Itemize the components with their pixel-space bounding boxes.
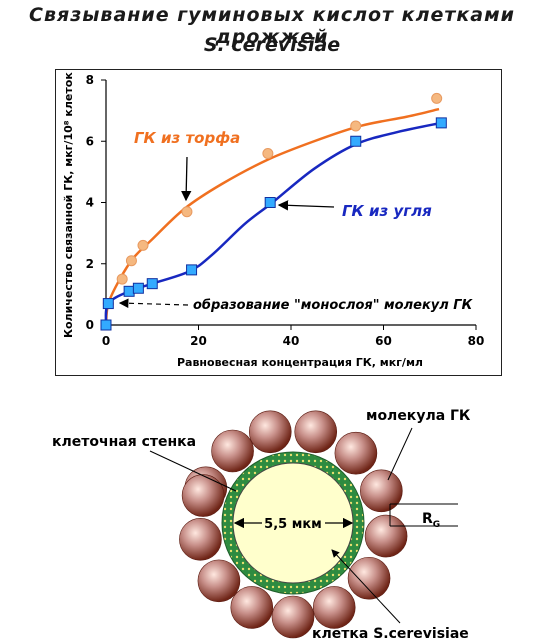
- molecule-label: молекула ГК: [366, 408, 471, 424]
- x-tick-label: 20: [190, 334, 207, 348]
- humic-acid-molecule: [312, 586, 356, 629]
- data-point-peat: [181, 206, 193, 218]
- data-point-coal: [435, 117, 447, 129]
- data-point-coal: [123, 285, 135, 297]
- data-point-peat: [125, 255, 137, 267]
- series-line-1: [104, 121, 442, 326]
- data-point-coal: [350, 135, 362, 147]
- humic-acid-molecule: [230, 586, 274, 629]
- data-point-coal: [132, 282, 144, 294]
- data-point-coal: [264, 197, 276, 208]
- cell-wall-pointer: [149, 450, 237, 492]
- cell-pointer: [331, 549, 401, 624]
- peat-label-arrow: [181, 156, 192, 202]
- y-tick-label: 2: [86, 257, 94, 271]
- cell-size-label: 5,5 мкм: [264, 517, 322, 532]
- humic-acid-molecule: [197, 559, 241, 603]
- humic-acid-molecule: [179, 518, 222, 561]
- data-point-peat: [431, 92, 443, 104]
- cell-wall-label: клеточная стенка: [52, 434, 196, 450]
- data-point-peat: [116, 273, 128, 285]
- x-tick-label: 0: [102, 334, 110, 348]
- humic-acid-molecule: [181, 474, 225, 517]
- humic-acid-molecule: [334, 431, 378, 475]
- rg-label: RG: [422, 511, 440, 530]
- humic-acid-molecule: [360, 469, 403, 513]
- coal-label-arrow: [277, 200, 335, 211]
- x-tick-label: 40: [283, 334, 300, 348]
- humic-acid-molecule: [294, 410, 338, 454]
- monolayer-annotation: образование "монослоя" молекул ГК: [193, 298, 474, 313]
- data-point-peat: [262, 148, 274, 159]
- humic-acid-molecule: [347, 556, 391, 600]
- cell-label: клетка S.cerevisiae: [312, 626, 469, 642]
- binding-chart: 0 20 40 60 80 0 2 4 6 8 Количество связанной ГК, …: [62, 72, 485, 369]
- series-label-coal: ГК из угля: [342, 202, 432, 220]
- data-point-peat: [350, 120, 362, 132]
- y-tick-label: 0: [86, 318, 94, 332]
- series-label-peat: ГК из торфа: [134, 129, 240, 147]
- y-axis-label: Количество связанной ГК, мкг/10⁸ клеток: [62, 72, 75, 338]
- y-tick-label: 8: [86, 73, 94, 87]
- cell-diagram: 5,5 мкм молекула ГК клеточная стенка RG …: [52, 408, 471, 642]
- data-point-coal: [186, 264, 198, 276]
- monolayer-dashed-arrow: [118, 298, 189, 309]
- humic-acid-molecule: [248, 410, 292, 454]
- data-point-peat: [137, 239, 149, 251]
- figure-subtitle: S. cerevisiae: [203, 34, 341, 56]
- humic-acid-molecule: [364, 514, 408, 558]
- molecule-pointer: [387, 427, 413, 481]
- data-point-coal: [102, 298, 114, 310]
- x-tick-label: 80: [468, 334, 485, 348]
- x-axis-label: Равновесная концентрация ГК, мкг/мл: [177, 356, 423, 369]
- humic-acid-molecule: [211, 429, 254, 473]
- data-point-coal: [100, 319, 112, 331]
- figure-title: Связывание гуминовых кислот клетками дро…: [29, 4, 515, 48]
- y-tick-label: 4: [86, 196, 94, 210]
- humic-acid-molecule: [271, 595, 315, 639]
- x-tick-label: 60: [375, 334, 392, 348]
- y-tick-label: 6: [86, 134, 94, 148]
- data-point-coal: [146, 278, 158, 290]
